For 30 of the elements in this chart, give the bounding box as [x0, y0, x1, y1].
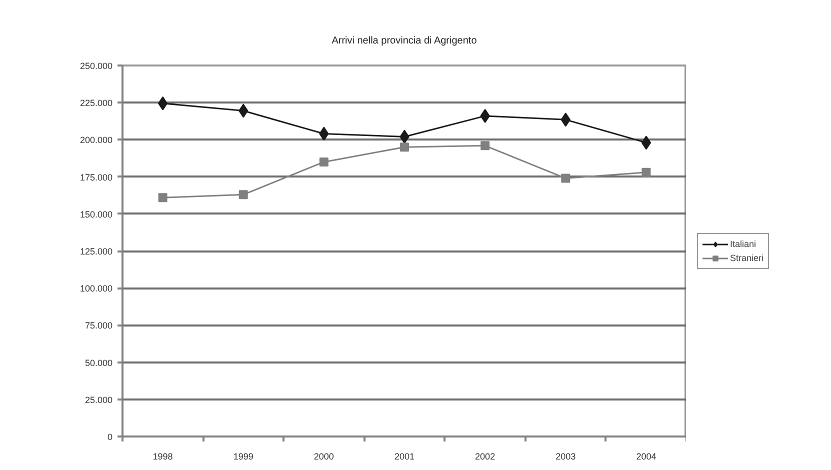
y-tick-label: 100.000: [80, 284, 113, 294]
point: [238, 190, 248, 200]
y-tick-label: 200.000: [80, 135, 113, 146]
point: [400, 142, 409, 152]
point: [641, 136, 652, 150]
x-tick-label: 2002: [475, 452, 496, 462]
x-tick-label: 1999: [233, 452, 254, 462]
point: [642, 168, 651, 177]
point: [158, 193, 168, 202]
y-tick-label: 75.000: [84, 320, 113, 331]
x-tick-label: 1998: [152, 452, 173, 462]
x-tick-label: 2004: [636, 452, 656, 462]
y-tick-label: 225.000: [80, 98, 113, 108]
y-tick-label: 0: [107, 432, 113, 442]
y-tick-label: 25.000: [84, 394, 113, 405]
point: [480, 141, 490, 150]
x-tick-label: 2000: [314, 452, 334, 462]
y-tick-label: 175.000: [80, 172, 113, 182]
legend-label: Italiani: [730, 238, 756, 250]
legend-label: Stranieri: [730, 252, 764, 264]
x-tick-label: 2001: [394, 452, 415, 462]
chart-title: Arrivi nella provincia di Agrigento: [332, 36, 478, 46]
y-tick-label: 50.000: [84, 358, 113, 368]
point: [158, 96, 168, 110]
y-tick-label: 125.000: [80, 246, 113, 256]
x-tick-label: 2003: [556, 452, 576, 462]
y-tick-label: 250.000: [80, 61, 113, 71]
point: [319, 157, 328, 166]
point: [561, 174, 570, 183]
y-tick-label: 150.000: [80, 209, 113, 220]
